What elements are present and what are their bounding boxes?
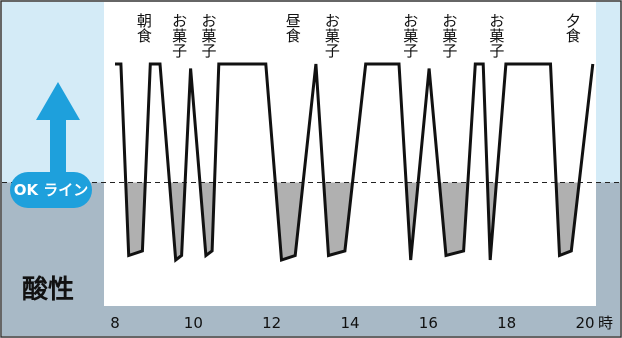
- acid-zone-left: [2, 182, 104, 336]
- event-label: お菓子: [201, 12, 216, 60]
- event-label: お菓子: [172, 12, 187, 60]
- acid-zone-right: [596, 182, 620, 336]
- acid-fill-region: [556, 182, 580, 256]
- event-label: 昼食: [286, 12, 301, 45]
- x-tick-label: 18: [497, 314, 516, 332]
- x-tick-label: 8: [110, 314, 120, 332]
- x-tick-label: 20: [575, 314, 594, 332]
- x-axis-ticks: 8 10 12 14 16 18 20: [110, 314, 594, 332]
- event-label: 夕食: [566, 12, 581, 45]
- ok-line-label: OK ライン: [14, 181, 89, 199]
- event-label: 朝食: [137, 12, 152, 45]
- x-tick-label: 16: [419, 314, 438, 332]
- x-axis-unit: 時: [598, 314, 613, 332]
- acid-fill-region: [439, 182, 468, 256]
- event-label: お菓子: [489, 12, 504, 60]
- x-tick-label: 14: [340, 314, 359, 332]
- event-label: お菓子: [442, 12, 457, 60]
- acid-fill-region: [199, 182, 215, 256]
- acid-fill-region: [125, 182, 146, 256]
- ok-line-badge: OK ライン: [10, 172, 92, 208]
- up-arrow-icon: [36, 82, 80, 176]
- x-tick-label: 10: [184, 314, 203, 332]
- acidity-series-line: [115, 62, 595, 263]
- event-label: お菓子: [403, 12, 418, 60]
- x-tick-label: 12: [262, 314, 281, 332]
- acid-zone-bottom-band: [104, 306, 596, 336]
- safe-zone-right: [596, 2, 620, 183]
- event-label: お菓子: [325, 12, 340, 60]
- acid-zone-label: 酸性: [22, 275, 74, 305]
